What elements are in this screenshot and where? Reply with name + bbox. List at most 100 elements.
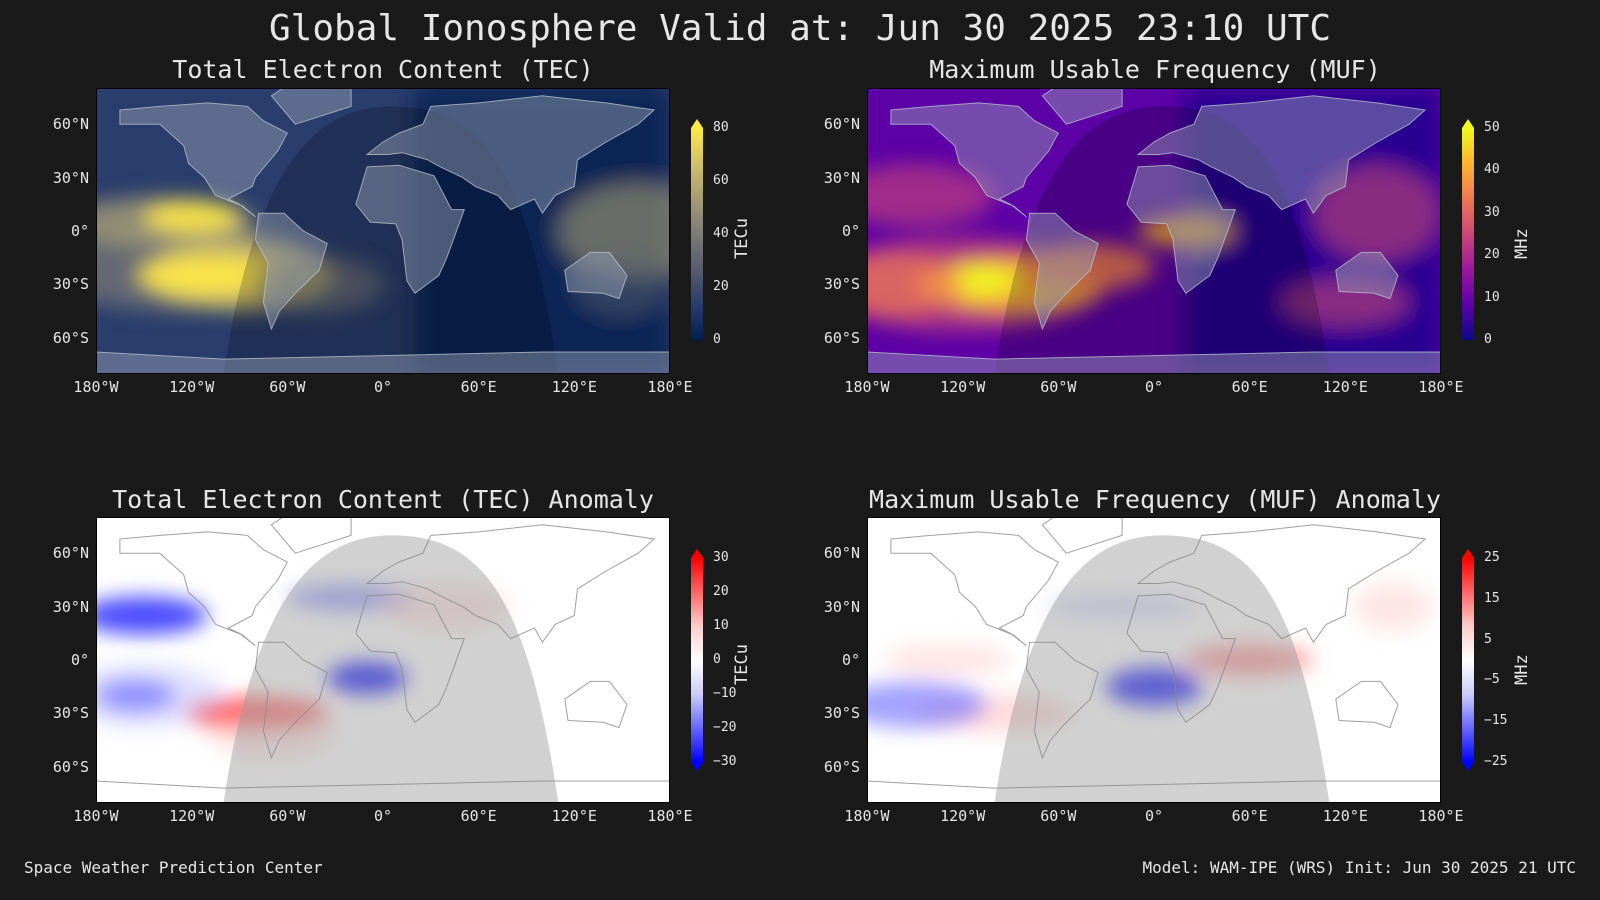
field-contour [1353, 582, 1434, 631]
field-contour [383, 582, 511, 631]
map-canvas [867, 88, 1441, 374]
lat-tick-label: 0° [70, 222, 89, 240]
lon-tick-label: 60°E [460, 378, 497, 396]
field-contour [143, 200, 240, 233]
continent-outline [1136, 524, 1427, 644]
map-canvas [96, 517, 670, 803]
field-contour [1313, 165, 1441, 261]
colorbar-tick-label: 60 [713, 173, 729, 188]
field-contour [1106, 667, 1202, 706]
field-contour [1042, 593, 1202, 620]
continent-outline [119, 531, 288, 647]
colorbar-label: TECu [732, 218, 752, 259]
lat-tick-label: 30°S [823, 275, 860, 294]
field-contour [867, 252, 963, 317]
lat-tick-label: 30°S [52, 704, 89, 723]
panel-title-muf: Maximum Usable Frequency (MUF) [929, 55, 1381, 84]
field-contour [1138, 215, 1234, 247]
colorbar-tick-label: 10 [713, 618, 729, 633]
tec-map [96, 88, 670, 374]
continent-outline [1335, 680, 1399, 729]
continent-outline [254, 212, 328, 331]
continent-outline [867, 780, 1441, 803]
colorbar-tick-label: 0 [713, 332, 721, 347]
field-contour [207, 702, 336, 760]
continent-outline [119, 102, 288, 218]
colorbar-tick-label: 25 [1484, 550, 1500, 565]
lat-tick-label: 60°N [52, 544, 89, 563]
continent-outline [355, 593, 466, 724]
colorbar-extend-arrow [691, 549, 703, 558]
colorbar-tick-label: −15 [1484, 713, 1508, 729]
colorbar-tick-label: −25 [1484, 754, 1508, 769]
continent-outline [1025, 212, 1099, 331]
colorbar-label: MHz [1512, 228, 1532, 259]
lon-tick-label: 120°E [1322, 807, 1368, 825]
night-shading [994, 535, 1330, 803]
lat-tick-label: 0° [841, 222, 860, 240]
lon-tick-label: 0° [373, 378, 393, 396]
lon-tick-label: 180°W [844, 378, 890, 396]
lat-tick-label: 60°S [52, 757, 89, 776]
panel-title-tec: Total Electron Content (TEC) [172, 55, 594, 84]
colorbar-tick-label: 50 [1484, 120, 1500, 135]
lon-tick-label: 60°E [1231, 807, 1268, 825]
continent-outline [355, 164, 466, 295]
colorbar-extend-arrow [1462, 549, 1474, 558]
field-contour [1281, 278, 1410, 327]
colorbar-extend-arrow [1462, 762, 1474, 771]
footer-credit: Space Weather Prediction Center [24, 858, 323, 877]
lat-tick-label: 0° [70, 651, 89, 669]
lon-tick-label: 60°E [460, 807, 497, 825]
lat-tick-label: 30°N [823, 597, 860, 616]
lon-tick-label: 0° [1144, 378, 1164, 396]
colorbar-tick-label: 10 [1484, 289, 1500, 305]
lon-tick-label: 0° [1144, 807, 1164, 825]
continent-outline [1041, 88, 1123, 125]
colorbar-extend-arrow [691, 119, 703, 128]
continent-outline [1335, 251, 1399, 300]
lat-tick-label: 30°S [823, 704, 860, 723]
colorbar-tick-label: 30 [713, 550, 729, 565]
lat-tick-label: 60°S [823, 757, 860, 776]
colorbar-label: MHz [1512, 654, 1532, 685]
colorbar-tick-label: 30 [1484, 204, 1500, 220]
colorbar-tick-label: −10 [713, 686, 737, 701]
lon-tick-label: 180°E [1418, 378, 1464, 396]
colorbar [1462, 128, 1474, 340]
continent-outline [1025, 641, 1099, 760]
lat-tick-label: 60°S [823, 328, 860, 347]
lon-tick-label: 180°W [73, 378, 119, 396]
field-contour [327, 661, 407, 694]
field-contour [1026, 242, 1154, 291]
continent-outline [365, 95, 656, 215]
main-title: Global Ionosphere Valid at: Jun 30 2025 … [268, 8, 1332, 49]
colorbar-tick-label: 0 [713, 652, 721, 667]
panel-title-muf-anomaly: Maximum Usable Frequency (MUF) Anomaly [869, 485, 1441, 514]
lon-tick-label: 60°E [1231, 378, 1268, 396]
colorbar-tick-label: 80 [713, 120, 729, 135]
lat-tick-label: 30°N [52, 597, 89, 616]
lon-tick-label: 120°W [169, 807, 215, 825]
colorbar [691, 558, 703, 762]
lat-tick-label: 60°S [52, 328, 89, 347]
continent-outline [1136, 95, 1427, 215]
field-contour [1185, 644, 1314, 676]
lon-tick-label: 180°W [844, 807, 890, 825]
field-contour [867, 680, 987, 729]
continent-outline [270, 517, 352, 554]
colorbar-tick-label: 20 [713, 584, 729, 599]
continent-outline [270, 88, 352, 125]
continent-outline [1126, 593, 1237, 724]
lon-tick-label: 120°W [169, 378, 215, 396]
continent-outline [890, 102, 1059, 218]
lon-tick-label: 0° [373, 807, 393, 825]
continent-outline [564, 680, 628, 729]
colorbar-tick-label: −30 [713, 754, 737, 769]
lon-tick-label: 180°E [1418, 807, 1464, 825]
colorbar-tick-label: 20 [1484, 247, 1500, 263]
field-contour [96, 596, 208, 635]
colorbar [691, 128, 703, 340]
night-shading [994, 106, 1330, 374]
continent-outline [96, 351, 670, 374]
